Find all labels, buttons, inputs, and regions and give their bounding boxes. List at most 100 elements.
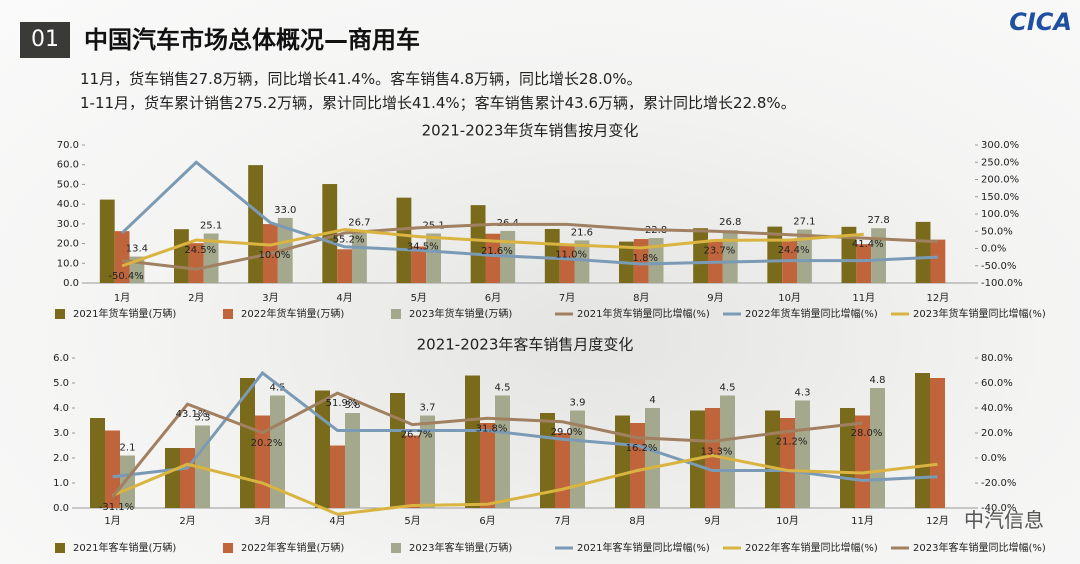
legend-label: 2022年货车销量(万辆): [241, 307, 344, 320]
legend-swatch: [55, 543, 65, 553]
line-label: 24.5%: [184, 245, 216, 256]
bar: [105, 430, 120, 508]
bar: [315, 390, 330, 508]
bar: [765, 410, 780, 508]
bar: [574, 240, 590, 283]
bar: [352, 230, 367, 283]
y-tick-label: 1.0: [53, 478, 69, 489]
bar: [841, 226, 857, 283]
bar-label: 27.8: [867, 215, 889, 226]
bar: [120, 455, 135, 508]
x-tick-label: 3月: [262, 292, 278, 304]
legend-label: 2022年客车销量同比增幅(%): [745, 541, 878, 554]
bar: [780, 418, 795, 508]
bar: [240, 378, 255, 508]
line-label: 26.7%: [401, 430, 433, 441]
y-tick-label: 4.0: [53, 403, 69, 414]
y2-tick-label: 40.0%: [981, 403, 1013, 414]
x-tick-label: 2月: [179, 515, 195, 527]
y-tick-label: 30.0: [57, 219, 79, 230]
bar: [345, 413, 360, 508]
y-tick-label: 10.0: [57, 258, 79, 269]
line-series: [121, 227, 864, 268]
bar: [722, 230, 738, 283]
bar: [645, 408, 660, 508]
x-tick-label: 6月: [485, 292, 501, 304]
line-label: 28.0%: [851, 428, 883, 439]
line-label: 51.9%: [326, 398, 358, 409]
y2-tick-label: 20.0%: [981, 428, 1013, 439]
line-series: [111, 453, 938, 516]
summary-line: 11月，货车销售27.8万辆，同比增长41.4%。客车销售4.8万辆，同比增长2…: [80, 70, 642, 88]
line-label: 34.5%: [407, 242, 439, 253]
line-label: 43.1%: [176, 409, 208, 420]
x-tick-label: 9月: [704, 515, 720, 527]
y-tick-label: 40.0: [57, 199, 79, 210]
page-title: 中国汽车市场总体概况—商用车: [84, 26, 420, 54]
bar: [485, 233, 501, 283]
y2-tick-label: -20.0%: [981, 478, 1016, 489]
legend-swatch: [223, 543, 233, 553]
brand: 中汽信息: [964, 508, 1044, 532]
y-tick-label: 0.0: [63, 278, 79, 289]
bar-label: 26.8: [719, 217, 741, 228]
legend-label: 2021年货车销量同比增幅(%): [577, 307, 710, 320]
line-series: [121, 160, 938, 266]
bar: [930, 239, 946, 283]
bar-label: 3.9: [570, 398, 586, 409]
y-tick-label: 0.0: [53, 503, 69, 514]
bar: [337, 249, 352, 283]
legend-label: 2023年客车销量(万辆): [409, 541, 512, 554]
legend-swatch: [223, 309, 233, 319]
x-tick-label: 4月: [336, 292, 352, 304]
legend-label: 2021年客车销量(万辆): [73, 541, 176, 554]
bar: [203, 233, 219, 283]
line-label: 10.0%: [259, 250, 291, 261]
line-series: [121, 222, 938, 271]
bar-label: 3.7: [420, 403, 436, 414]
y-tick-label: 60.0: [57, 160, 79, 171]
y2-tick-label: 100.0%: [981, 209, 1019, 220]
x-tick-label: 5月: [404, 515, 420, 527]
bar: [720, 395, 735, 508]
bar-label: 4.5: [720, 383, 736, 394]
bar: [633, 239, 649, 283]
bar-label: 25.1: [200, 221, 222, 232]
bar-label: 2.1: [120, 443, 136, 454]
y2-tick-label: 0.0%: [981, 453, 1006, 464]
bar: [615, 415, 630, 508]
x-tick-label: 8月: [629, 515, 645, 527]
bar-label: 4.8: [870, 375, 886, 386]
x-tick-label: 4月: [329, 515, 345, 527]
x-tick-label: 11月: [852, 292, 875, 304]
bar: [174, 229, 189, 283]
line-label: 55.2%: [333, 234, 365, 245]
legend-swatch: [391, 309, 401, 319]
logo: CICA: [1009, 8, 1072, 36]
y2-tick-label: 300.0%: [981, 140, 1019, 151]
y2-tick-label: 80.0%: [981, 353, 1013, 364]
bar: [465, 375, 480, 508]
bar: [795, 400, 810, 508]
bar: [915, 221, 931, 283]
bar: [648, 238, 664, 283]
bar: [871, 228, 886, 283]
x-tick-label: 1月: [114, 292, 130, 304]
y-tick-label: 6.0: [53, 353, 69, 364]
bar: [480, 423, 495, 508]
y-tick-label: 2.0: [53, 453, 69, 464]
legend-label: 2021年货车销量(万辆): [73, 307, 176, 320]
y2-tick-label: 60.0%: [981, 378, 1013, 389]
x-tick-label: 12月: [927, 292, 950, 304]
bar-label: 4.3: [795, 388, 811, 399]
bar: [411, 246, 427, 283]
y2-tick-label: -40.0%: [981, 503, 1016, 514]
x-tick-label: 11月: [851, 515, 874, 527]
y2-tick-label: 200.0%: [981, 175, 1019, 186]
bar: [188, 243, 204, 283]
x-tick-label: 1月: [104, 515, 120, 527]
bar: [420, 415, 435, 508]
line-label: 21.2%: [776, 437, 808, 448]
bar-label: 33.0: [274, 205, 296, 216]
